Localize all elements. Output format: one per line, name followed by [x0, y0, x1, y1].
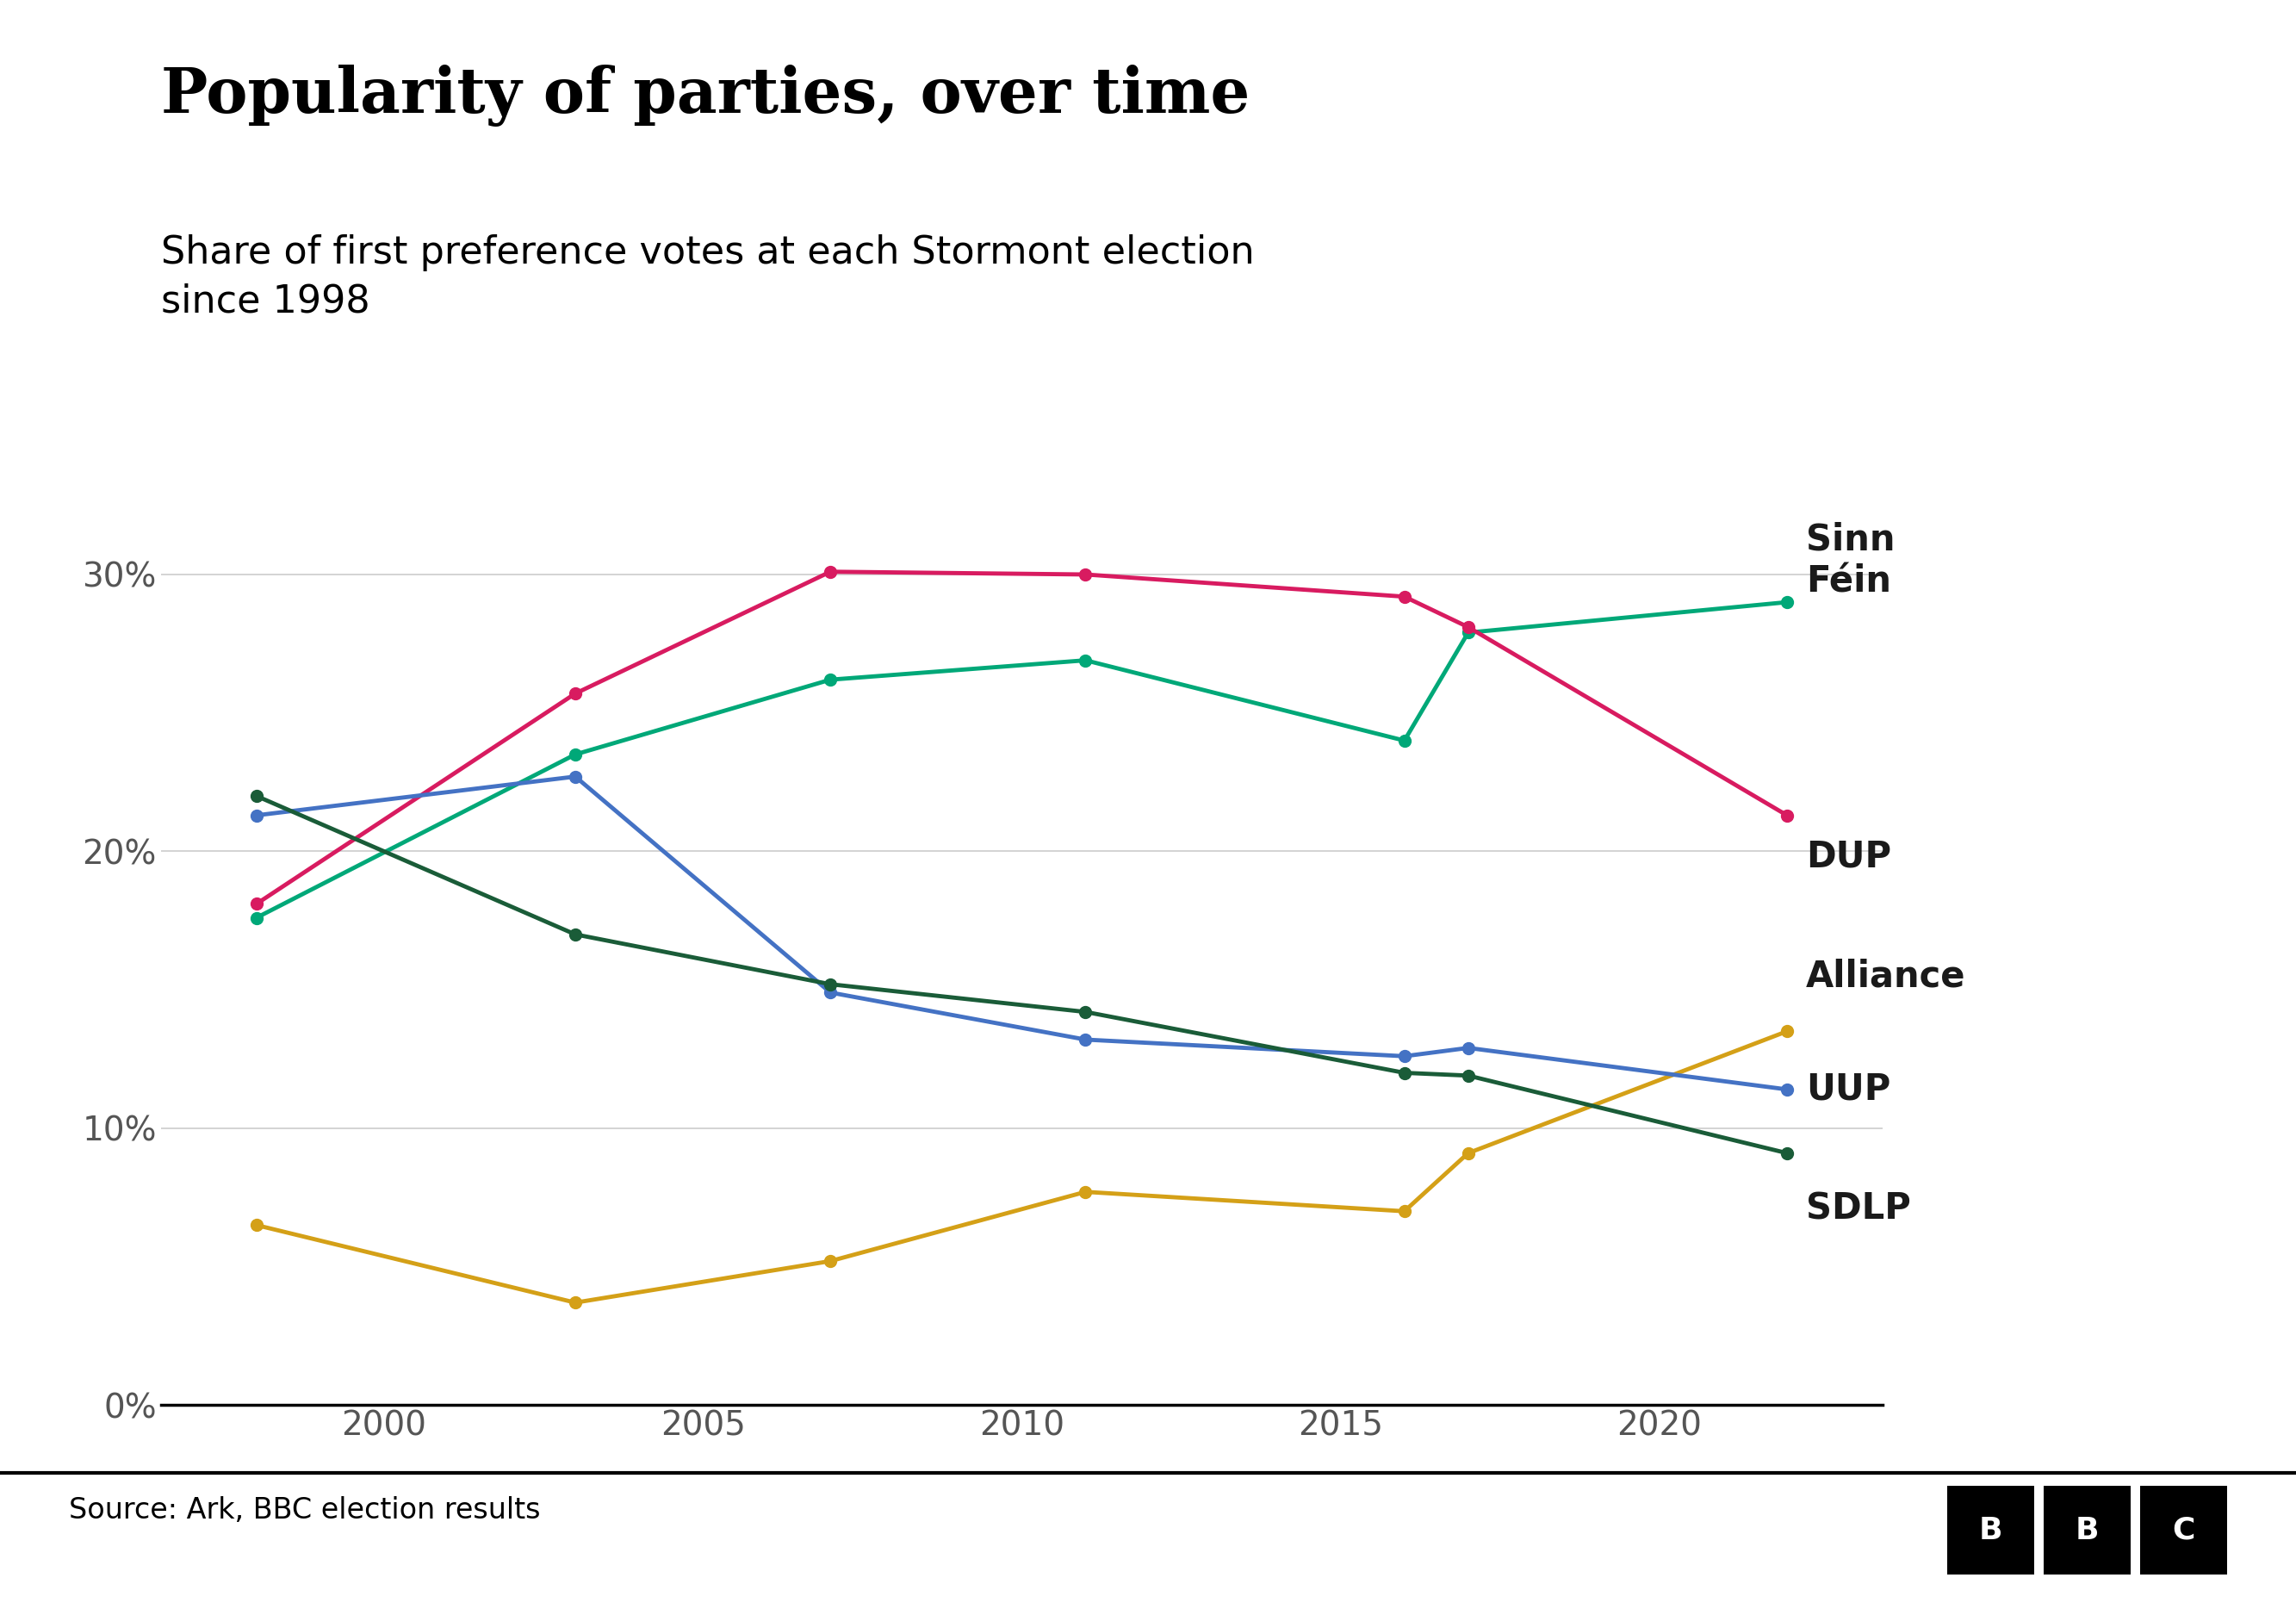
Text: Source: Ark, BBC election results: Source: Ark, BBC election results — [69, 1495, 540, 1525]
Text: UUP: UUP — [1807, 1071, 1892, 1108]
Text: Alliance: Alliance — [1807, 958, 1965, 993]
Text: Share of first preference votes at each Stormont election
since 1998: Share of first preference votes at each … — [161, 234, 1254, 320]
Text: SDLP: SDLP — [1807, 1190, 1910, 1226]
Text: B: B — [1979, 1515, 2002, 1546]
Text: B: B — [2076, 1515, 2099, 1546]
Text: Popularity of parties, over time: Popularity of parties, over time — [161, 65, 1249, 126]
Text: C: C — [2172, 1515, 2195, 1546]
Text: Sinn
Féin: Sinn Féin — [1807, 522, 1894, 599]
Text: DUP: DUP — [1807, 838, 1892, 875]
